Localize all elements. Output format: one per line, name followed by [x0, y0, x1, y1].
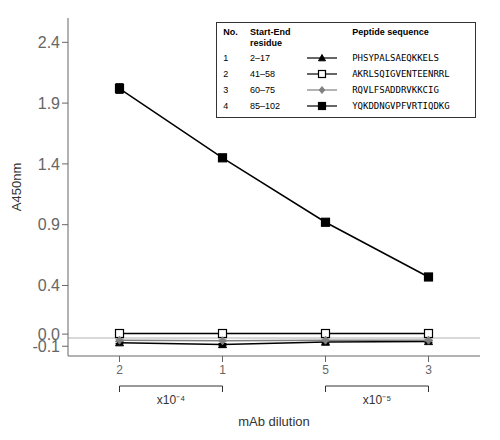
html-text:4: 4 [223, 101, 229, 111]
html-text:Peptide sequence: Peptide sequence [352, 27, 429, 37]
svg-text:0.0: 0.0 [38, 326, 60, 343]
html-text:1: 1 [223, 53, 229, 63]
html-text:YQKDDNGVPFVRTIQDKG: YQKDDNGVPFVRTIQDKG [352, 101, 450, 111]
html-text:2–17: 2–17 [249, 53, 270, 63]
svg-text:1.9: 1.9 [38, 95, 60, 112]
svg-text:1.4: 1.4 [38, 156, 60, 173]
html-text:Start-End: Start-End [249, 27, 291, 37]
html-text:PHSYPALSAEQKKELS: PHSYPALSAEQKKELS [352, 53, 439, 63]
html-text:2: 2 [223, 69, 229, 79]
svg-text:A450nm: A450nm [9, 163, 24, 211]
html-text:41–58: 41–58 [249, 69, 275, 79]
svg-text:3: 3 [425, 363, 432, 377]
svg-text:0.9: 0.9 [38, 216, 60, 233]
html-text:RQVLFSADDRVKKCIG: RQVLFSADDRVKKCIG [352, 85, 439, 95]
svg-text:x10⁻⁴: x10⁻⁴ [157, 393, 186, 407]
html-text:85–102: 85–102 [249, 101, 280, 111]
html-text:No.: No. [223, 27, 238, 37]
html-text:AKRLSQIGVENTEENRRL: AKRLSQIGVENTEENRRL [352, 69, 450, 79]
svg-text:0.4: 0.4 [38, 277, 60, 294]
svg-text:5: 5 [322, 363, 329, 377]
html-text:3: 3 [223, 85, 229, 95]
svg-text:mAb dilution: mAb dilution [238, 414, 310, 429]
svg-text:2: 2 [116, 363, 123, 377]
html-text:residue: residue [249, 38, 282, 48]
html-text:60–75: 60–75 [249, 85, 275, 95]
svg-text:1: 1 [219, 363, 226, 377]
svg-text:2.4: 2.4 [38, 34, 60, 51]
svg-text:x10⁻⁵: x10⁻⁵ [363, 393, 391, 407]
svg-text:-0.1: -0.1 [32, 338, 60, 355]
